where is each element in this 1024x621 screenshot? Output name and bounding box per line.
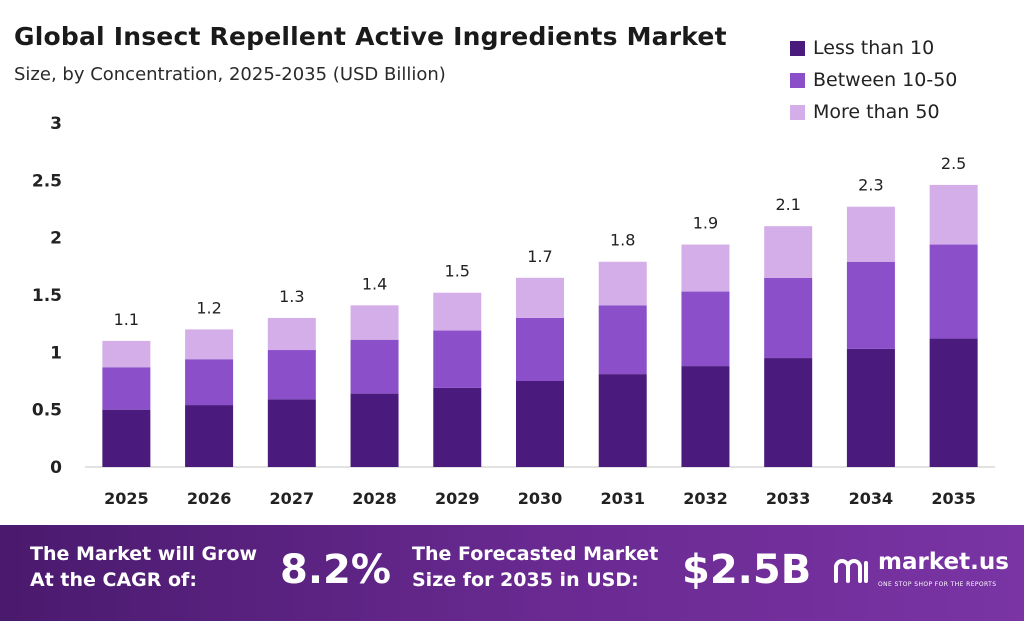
x-tick-label: 2035 [931, 489, 976, 508]
cagr-value: 8.2% [280, 547, 391, 593]
bar-segment-less-than-10 [516, 381, 564, 467]
bar-segment-more-than-50 [929, 184, 978, 245]
bar-segment-less-than-10 [102, 409, 151, 467]
legend-label-more-than-50: More than 50 [813, 101, 940, 123]
bar-segment-between-10-50 [929, 244, 978, 339]
bar-segment-more-than-50 [516, 277, 564, 318]
bar-segment-between-10-50 [185, 359, 234, 406]
bar-segment-between-10-50 [516, 317, 564, 381]
chart-title: Global Insect Repellent Active Ingredien… [14, 22, 727, 51]
bar-segment-more-than-50 [350, 305, 399, 340]
bar-total-label: 1.7 [527, 247, 552, 266]
y-tick-label: 0.5 [32, 401, 62, 421]
forecast-label-line2: Size for 2035 in USD: [412, 569, 639, 591]
bar-total-label: 2.5 [941, 154, 966, 173]
bar-segment-less-than-10 [350, 393, 399, 467]
x-tick-label: 2030 [518, 489, 563, 508]
x-tick-label: 2031 [600, 489, 645, 508]
cagr-label: The Market will Grow At the CAGR of: [30, 541, 257, 593]
bar-total-label: 1.4 [362, 274, 387, 293]
bar-segment-less-than-10 [267, 399, 316, 467]
bar-segment-less-than-10 [598, 374, 647, 467]
x-tick-label: 2034 [849, 489, 894, 508]
brand-name: market.us [878, 549, 1009, 575]
bar-total-label: 1.5 [445, 262, 470, 281]
bar-segment-between-10-50 [598, 305, 647, 375]
x-tick-label: 2032 [683, 489, 728, 508]
bar-segment-more-than-50 [681, 244, 730, 292]
brand-tagline: ONE STOP SHOP FOR THE REPORTS [878, 581, 997, 588]
bar-segment-more-than-50 [764, 226, 813, 278]
x-tick-label: 2029 [435, 489, 480, 508]
bar-segment-more-than-50 [433, 292, 482, 331]
legend-label-less-than-10: Less than 10 [813, 37, 935, 59]
forecast-label: The Forecasted Market Size for 2035 in U… [412, 541, 658, 593]
bar-segment-more-than-50 [185, 329, 234, 360]
bar-segment-more-than-50 [846, 206, 895, 262]
bar-segment-between-10-50 [846, 261, 895, 349]
brand-mark-icon [834, 559, 868, 583]
brand-logo: market.us ONE STOP SHOP FOR THE REPORTS [832, 549, 1018, 595]
bar-total-label: 1.1 [114, 310, 139, 329]
y-tick-label: 2 [50, 229, 62, 249]
bar-total-label: 1.3 [279, 287, 304, 306]
legend-label-between-10-50: Between 10-50 [813, 69, 958, 91]
legend-swatch-between-10-50 [790, 72, 805, 88]
bar-segment-between-10-50 [267, 350, 316, 400]
bar-total-label: 1.9 [693, 214, 718, 233]
bar-total-label: 1.8 [610, 231, 635, 250]
bar-segment-between-10-50 [433, 330, 482, 388]
bar-total-label: 2.1 [775, 195, 800, 214]
bar-segment-more-than-50 [598, 261, 647, 306]
cagr-label-line2: At the CAGR of: [30, 569, 197, 591]
x-tick-label: 2028 [352, 489, 397, 508]
bar-segment-less-than-10 [185, 405, 234, 467]
legend-swatch-less-than-10 [790, 40, 805, 56]
footer-banner: The Market will Grow At the CAGR of: 8.2… [0, 525, 1024, 621]
bar-segment-between-10-50 [350, 339, 399, 394]
y-tick-label: 3 [50, 114, 62, 134]
legend-item-less-than-10: Less than 10 [790, 32, 957, 64]
chart-subtitle: Size, by Concentration, 2025-2035 (USD B… [14, 64, 446, 85]
bar-segment-between-10-50 [102, 367, 151, 410]
forecast-value: $2.5B [682, 547, 812, 593]
legend-item-more-than-50: More than 50 [790, 96, 957, 128]
x-tick-label: 2025 [104, 489, 149, 508]
y-tick-label: 1 [50, 343, 62, 363]
bar-segment-less-than-10 [433, 387, 482, 467]
bar-segment-more-than-50 [267, 317, 316, 351]
legend-item-between-10-50: Between 10-50 [790, 64, 957, 96]
bar-segment-more-than-50 [102, 340, 151, 368]
bar-segment-less-than-10 [764, 358, 813, 467]
legend-swatch-more-than-50 [790, 104, 805, 120]
y-tick-label: 1.5 [32, 286, 62, 306]
forecast-label-line1: The Forecasted Market [412, 543, 659, 565]
x-tick-label: 2033 [766, 489, 811, 508]
y-tick-label: 2.5 [32, 171, 62, 191]
cagr-label-line1: The Market will Grow [30, 543, 258, 565]
chart-legend: Less than 10 Between 10-50 More than 50 [790, 32, 957, 128]
bar-segment-less-than-10 [846, 348, 895, 467]
bar-total-label: 2.3 [858, 176, 883, 195]
bar-total-label: 1.2 [196, 298, 221, 317]
bar-segment-between-10-50 [681, 291, 730, 367]
y-tick-label: 0 [50, 458, 62, 478]
x-tick-label: 2027 [270, 489, 315, 508]
bar-segment-less-than-10 [929, 338, 978, 467]
stacked-bar-chart: 0 0.5 1 1.5 2 2.5 3 1.1 2025 1.2 2026 1.3 2027 1.4 202… [32, 114, 995, 508]
x-tick-label: 2026 [187, 489, 232, 508]
bar-segment-between-10-50 [764, 277, 813, 359]
bar-segment-less-than-10 [681, 366, 730, 467]
